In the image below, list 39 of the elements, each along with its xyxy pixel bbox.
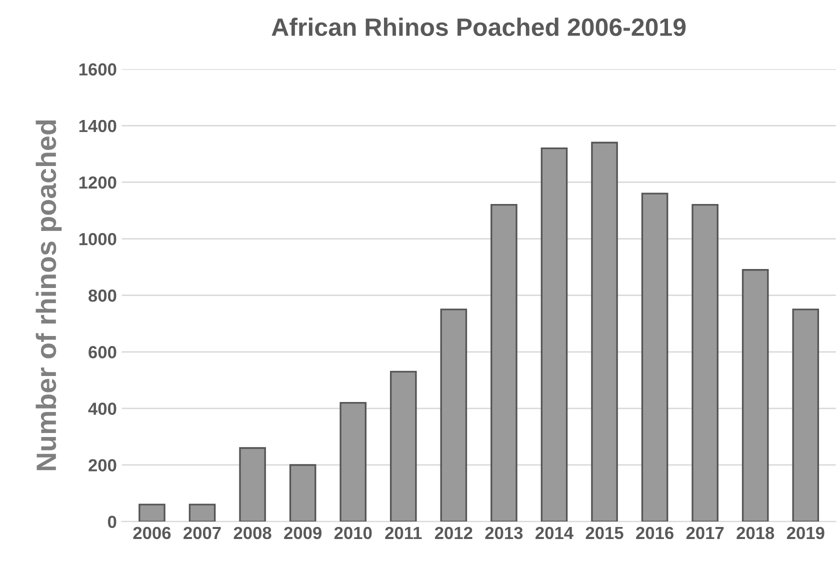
bar	[792, 308, 820, 522]
bar	[440, 308, 468, 522]
x-tick-label: 2015	[586, 526, 624, 540]
x-tick-label: 2016	[636, 526, 674, 540]
bar	[692, 204, 718, 522]
bar	[390, 370, 417, 522]
y-tick-label: 0	[108, 516, 116, 528]
x-tick-label: 2019	[786, 526, 824, 540]
x-tick-label: 2006	[133, 526, 171, 540]
y-tick-label: 1000	[79, 232, 116, 246]
bar	[742, 269, 769, 522]
bar	[490, 204, 518, 522]
y-tick-label: 800	[88, 290, 116, 302]
bar	[340, 402, 366, 522]
y-axis-title: Number of rhinos poached	[36, 120, 62, 470]
bar	[138, 504, 166, 522]
x-tick-label: 2007	[184, 526, 221, 540]
chart-title: African Rhinos Poached 2006-2019	[272, 18, 686, 36]
y-tick-label: 600	[88, 346, 116, 358]
bar	[540, 147, 568, 522]
bar	[641, 192, 668, 522]
x-tick-label: 2011	[385, 526, 422, 540]
y-tick-label: 1400	[79, 120, 116, 132]
bar	[591, 142, 618, 522]
bar	[188, 504, 216, 522]
x-tick-label: 2017	[686, 526, 724, 540]
x-tick-label: 2013	[485, 526, 523, 540]
x-tick-label: 2014	[536, 526, 574, 540]
x-tick-label: 2008	[234, 526, 272, 540]
x-tick-label: 2012	[434, 526, 472, 540]
bar	[289, 464, 316, 522]
y-tick-label: 400	[88, 402, 116, 415]
y-tick-label: 200	[88, 459, 116, 472]
x-tick-label: 2009	[284, 526, 322, 540]
y-tick-label: 1600	[79, 63, 116, 76]
y-tick-label: 1200	[79, 176, 116, 189]
x-tick-label: 2018	[736, 526, 774, 540]
x-tick-label: 2010	[334, 526, 372, 540]
bar	[239, 447, 266, 522]
